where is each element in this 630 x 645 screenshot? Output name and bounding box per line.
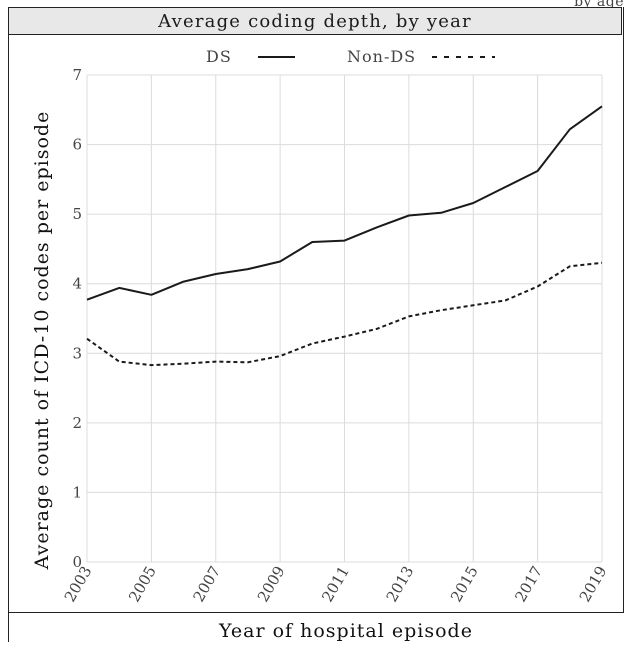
axis-tick-labels: 2003 2005 2007 2009 2011 2013 2015 2017 20190123…: [61, 66, 611, 605]
x-tick-label: 2005: [125, 563, 160, 605]
cut-off-header-text: by age: [574, 0, 624, 10]
panel-border-stub: [8, 612, 9, 642]
y-tick-label: 2: [72, 414, 82, 432]
legend-label-non-ds: Non-DS: [347, 47, 416, 66]
chart-panel-frame: [8, 7, 624, 613]
y-axis-title: Average count of ICD-10 codes per episod…: [31, 111, 53, 571]
x-tick-label: 2009: [254, 563, 289, 605]
x-tick-label: 2019: [576, 563, 611, 605]
y-tick-label: 7: [72, 66, 82, 84]
x-tick-label: 2013: [383, 563, 418, 605]
chart-title: Average coding depth, by year: [158, 10, 472, 32]
grid-lines: [86, 74, 603, 563]
series-line-ds: [86, 105, 603, 301]
y-tick-label: 6: [72, 136, 82, 154]
x-tick-label: 2017: [511, 563, 546, 605]
chart-title-strip: Average coding depth, by year: [8, 7, 622, 35]
x-axis-title: Year of hospital episode: [218, 620, 473, 642]
legend-label-ds: DS: [206, 47, 232, 66]
y-tick-label: 5: [72, 205, 82, 223]
x-tick-label: 2011: [318, 563, 353, 605]
y-tick-label: 0: [72, 553, 82, 571]
x-tick-label: 2007: [190, 563, 225, 605]
y-tick-label: 1: [72, 483, 82, 501]
y-tick-label: 4: [72, 275, 82, 293]
series-line-non-ds: [86, 261, 603, 367]
y-tick-label: 3: [72, 344, 82, 362]
x-tick-label: 2015: [447, 563, 482, 605]
legend: DS Non-DS: [206, 47, 495, 66]
series-lines: [86, 105, 603, 367]
